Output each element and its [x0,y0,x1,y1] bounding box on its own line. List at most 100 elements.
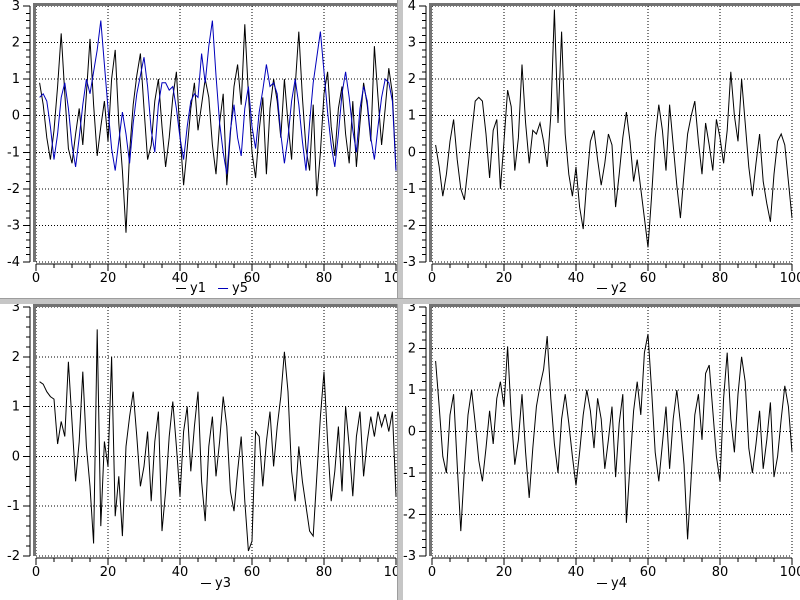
y-axis [419,306,427,557]
svg-text:60: 60 [244,565,261,580]
plot-frame [33,3,398,262]
x-axis [431,557,793,565]
plot-canvas-y4: -3 -2 -1 0 1 2 3 0 20 40 60 80 100 [403,303,800,580]
svg-text:0: 0 [12,109,20,124]
svg-text:40: 40 [568,271,585,286]
svg-text:-3: -3 [7,218,20,233]
svg-text:-4: -4 [7,255,20,270]
svg-text:20: 20 [496,271,513,286]
svg-text:1: 1 [408,383,416,398]
plot-frame [429,3,800,262]
legend-entry-y1: y1 [176,281,206,296]
svg-text:-2: -2 [403,508,416,523]
svg-text:20: 20 [100,271,117,286]
svg-text:60: 60 [640,271,657,286]
svg-text:80: 80 [316,271,333,286]
legend-entry-y3: y3 [201,576,231,591]
subplot-bottom-left: -2 -1 0 1 2 3 0 20 40 60 80 100 [0,303,398,600]
svg-text:2: 2 [12,36,20,51]
svg-text:100: 100 [384,271,398,286]
legend-line-sample-y2 [597,288,608,289]
svg-text:80: 80 [316,565,333,580]
svg-text:2: 2 [12,350,20,365]
svg-text:0: 0 [408,145,416,160]
svg-text:0: 0 [32,271,40,286]
series-line-y2 [435,9,793,248]
series-line-y3 [39,329,397,552]
legend-top-left: y1 y5 [176,281,248,296]
y-tick-labels: -4 -3 -2 -1 0 1 2 3 [7,0,20,270]
plot-canvas-y1-y5: -4 -3 -2 -1 0 1 2 3 0 20 40 60 80 100 [7,0,398,286]
legend-line-sample-y4 [597,583,608,584]
svg-text:3: 3 [408,36,416,51]
x-tick-labels: 0 20 40 60 80 100 [32,565,398,580]
legend-line-sample-y5 [218,288,228,289]
svg-text:1: 1 [12,400,20,415]
svg-text:-3: -3 [403,255,416,270]
svg-text:-1: -1 [7,145,20,160]
svg-text:20: 20 [496,565,513,580]
svg-text:3: 3 [12,0,20,14]
plot-canvas-y2: -3-2-101234020406080100 [403,0,800,286]
svg-text:40: 40 [172,565,189,580]
svg-text:0: 0 [408,425,416,440]
legend-label-y4: y4 [611,576,627,591]
legend-line-sample-y3 [201,583,212,584]
plot-frame [429,304,800,556]
svg-text:0: 0 [12,449,20,464]
grid [431,306,793,557]
y-tick-labels: -2 -1 0 1 2 3 [7,303,20,564]
svg-text:80: 80 [712,565,729,580]
plot-frame [33,304,398,556]
svg-text:-3: -3 [403,549,416,564]
subplot-bottom-right: -3 -2 -1 0 1 2 3 0 20 40 60 80 100 [403,303,800,600]
svg-text:20: 20 [100,565,117,580]
row-separator [0,298,800,304]
y-tick-labels: -3 -2 -1 0 1 2 3 [403,303,416,564]
subplot-top-right: -3-2-101234020406080100 [403,0,800,298]
plot-canvas-y3: -2 -1 0 1 2 3 0 20 40 60 80 100 [7,303,398,580]
svg-text:0: 0 [428,271,436,286]
svg-text:-2: -2 [7,549,20,564]
svg-text:-2: -2 [403,218,416,233]
y-axis [23,5,31,263]
legend-bottom-left: y3 [201,576,231,591]
legend-label-y2: y2 [611,281,627,296]
legend-entry-y4: y4 [597,576,627,591]
svg-text:40: 40 [568,565,585,580]
legend-line-sample-y1 [176,288,187,289]
svg-text:100: 100 [780,271,800,286]
svg-text:1: 1 [408,109,416,124]
series-line-y1 [39,24,397,233]
legend-top-right: y2 [597,281,627,296]
y-tick-labels: -3 -2 -1 0 1 2 3 4 [403,0,416,270]
x-axis [431,263,793,271]
x-tick-labels: 0 20 40 60 80 100 [428,565,800,580]
svg-text:80: 80 [712,271,729,286]
x-tick-labels: 0 20 40 60 80 100 [428,271,800,286]
legend-entry-y2: y2 [597,281,627,296]
subplot-top-left: -4 -3 -2 -1 0 1 2 3 0 20 40 60 80 100 [0,0,398,298]
legend-entry-y5: y5 [218,281,248,296]
svg-text:0: 0 [32,565,40,580]
svg-text:1: 1 [12,72,20,87]
svg-text:-1: -1 [403,182,416,197]
legend-label-y3: y3 [215,576,231,591]
svg-text:-1: -1 [7,499,20,514]
series-line-y5 [39,20,397,175]
svg-text:3: 3 [408,303,416,315]
svg-text:2: 2 [408,342,416,357]
x-tick-labels: 0 20 40 60 80 100 [32,271,398,286]
legend-bottom-right: y4 [597,576,627,591]
svg-text:-2: -2 [7,182,20,197]
grid [35,306,397,557]
y-axis [23,306,31,557]
svg-text:4: 4 [408,0,416,14]
svg-text:2: 2 [408,72,416,87]
svg-text:0: 0 [428,565,436,580]
svg-text:100: 100 [780,565,800,580]
legend-label-y5: y5 [232,281,248,296]
svg-text:3: 3 [12,303,20,315]
svg-text:100: 100 [384,565,398,580]
